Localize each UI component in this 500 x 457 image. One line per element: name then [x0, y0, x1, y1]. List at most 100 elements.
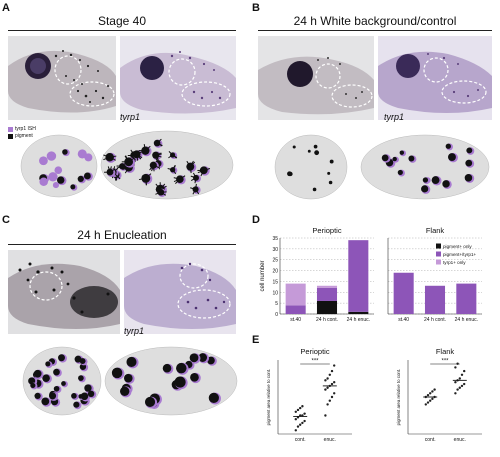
- legend-label: pigment: [15, 133, 33, 139]
- pigment-cell: [312, 187, 317, 192]
- pigment-process: [156, 142, 163, 146]
- pigment-process: [195, 189, 200, 195]
- x-tick-label: enuc.: [454, 437, 466, 443]
- legend-label: pigment+/tyrp1+: [443, 252, 477, 257]
- pigment-cell: [448, 153, 456, 162]
- pigment-process: [172, 154, 177, 159]
- tyrp1-cell: [77, 149, 87, 159]
- pigment-cell: [466, 147, 473, 154]
- pigment-process: [195, 183, 197, 190]
- bar-segment: [316, 300, 338, 314]
- data-point: [456, 388, 459, 391]
- pigment-process: [145, 178, 147, 186]
- panel-b-title-rule: [258, 30, 492, 31]
- data-point: [303, 419, 306, 423]
- pigment-cell: [77, 175, 84, 183]
- data-point: [296, 425, 300, 428]
- pigment-cell: [45, 361, 51, 367]
- pigment-process: [122, 167, 129, 170]
- pigment-process: [189, 166, 192, 174]
- pigment-process: [190, 177, 197, 181]
- data-point: [424, 403, 427, 406]
- data-point: [460, 384, 464, 388]
- pigment-cell: [80, 392, 89, 401]
- significance-label: ***: [441, 359, 449, 365]
- panel-b-title: 24 h White background/control: [293, 14, 457, 28]
- data-point: [426, 393, 430, 397]
- pigment-cell: [78, 375, 84, 381]
- panel-b-perioptic-oval: [274, 134, 348, 200]
- data-point: [299, 406, 302, 410]
- pigment-process: [143, 144, 146, 151]
- data-point: [328, 399, 331, 402]
- group-title: Perioptic: [312, 226, 341, 235]
- data-point: [463, 382, 466, 386]
- x-tick-label: 24 h enuc.: [347, 317, 370, 323]
- pigment-cell: [198, 353, 208, 362]
- bar-segment: [316, 285, 338, 288]
- bar-segment: [285, 305, 306, 314]
- y-axis-label: cell number: [260, 260, 266, 291]
- pigment-process: [109, 166, 112, 173]
- y-tick-label: 5: [275, 301, 278, 307]
- pigment-process: [151, 165, 154, 172]
- pigment-cell: [71, 393, 77, 399]
- y-tick-label: 15: [272, 279, 278, 285]
- panel-b-label: B: [252, 2, 260, 14]
- pigment-cell: [111, 367, 123, 379]
- pigment-cell: [73, 401, 80, 408]
- pigment-cell: [79, 358, 86, 364]
- data-point: [429, 392, 432, 395]
- pigment-process: [128, 157, 135, 163]
- y-tick-label: 20: [272, 269, 278, 275]
- pigment-cell: [392, 156, 397, 162]
- data-point: [301, 405, 304, 408]
- pigment-process: [103, 154, 110, 158]
- bar-segment: [316, 287, 338, 301]
- pigment-cell: [314, 150, 320, 156]
- panel-e-scatter-chart: Perioptic pigment area relative to cont. c…: [266, 347, 482, 443]
- pigment-cell: [292, 145, 296, 149]
- panel-c-photo-tyrp1: [124, 250, 236, 334]
- data-point: [333, 381, 336, 384]
- panel-e-label: E: [252, 334, 260, 346]
- panel-b-photo-tyrp1: [378, 36, 492, 120]
- pigment-cell: [307, 149, 311, 153]
- pigment-process: [173, 177, 181, 180]
- pigment-cell: [144, 396, 156, 408]
- pigment-cell: [42, 374, 50, 382]
- pigment-cell: [28, 377, 36, 385]
- pigment-process: [203, 168, 211, 171]
- pigment-process: [194, 177, 197, 184]
- bar-segment: [456, 283, 477, 314]
- pigment-cell: [176, 362, 187, 374]
- data-point: [296, 408, 300, 412]
- x-tick-label: st.40: [290, 317, 301, 323]
- panel-a-legend: tyrp1 ISH pigment: [8, 126, 36, 140]
- panel-b-caption: tyrp1: [384, 112, 405, 122]
- data-point: [303, 412, 306, 415]
- panel-a-photo-tyrp1: [120, 36, 236, 120]
- data-point: [426, 401, 430, 404]
- y-axis-label: pigment area relative to cont.: [266, 369, 271, 426]
- panel-d-bar-chart: cell number Perioptic 0 5 10 15 20 25 30 35 st.40 2…: [260, 226, 482, 323]
- panel-a-photo-pigment: [8, 36, 116, 120]
- plot-title: Flank: [436, 347, 455, 356]
- pigment-cell: [174, 376, 186, 388]
- pigment-process: [200, 170, 205, 177]
- pigment-process: [168, 151, 173, 156]
- pigment-process: [156, 138, 162, 144]
- pigment-process: [109, 155, 117, 158]
- pigment-process: [136, 153, 143, 159]
- pigment-cell: [408, 155, 415, 162]
- legend-swatch: [436, 251, 441, 257]
- pigment-cell: [124, 373, 133, 383]
- bar-segment: [393, 272, 414, 314]
- pigment-cell: [328, 180, 333, 185]
- pigment-cell: [162, 363, 172, 373]
- data-point: [330, 369, 334, 373]
- pigment-cell: [397, 169, 403, 176]
- legend-item: tyrp1 ISH: [8, 126, 36, 133]
- pigment-process: [138, 150, 146, 154]
- pigment-cell: [464, 174, 473, 182]
